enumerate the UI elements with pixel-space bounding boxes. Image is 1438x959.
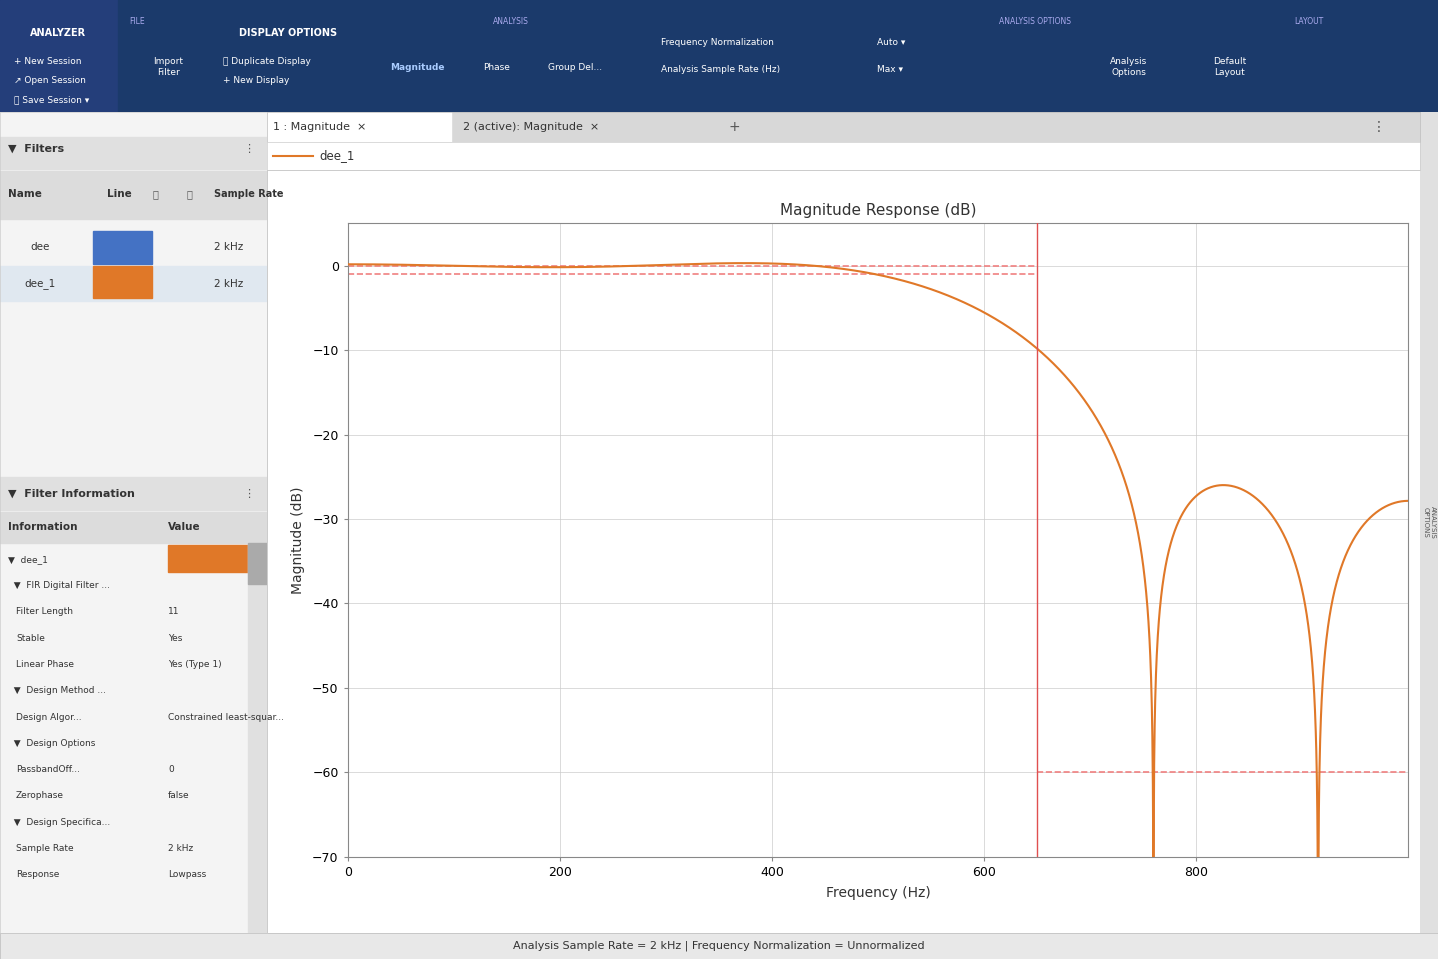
Text: Filter Length: Filter Length xyxy=(16,607,73,617)
Text: Stable: Stable xyxy=(16,634,45,643)
Text: 0: 0 xyxy=(168,765,174,774)
Text: Magnitude: Magnitude xyxy=(390,62,444,72)
Text: ⋮: ⋮ xyxy=(1372,120,1385,134)
Text: ▼  FIR Digital Filter ...: ▼ FIR Digital Filter ... xyxy=(9,581,111,590)
Bar xyxy=(0,136,267,170)
Text: Sample Rate: Sample Rate xyxy=(16,844,73,853)
Bar xyxy=(93,231,152,264)
Text: +: + xyxy=(728,120,739,134)
Text: ▼  Filters: ▼ Filters xyxy=(9,144,65,154)
Text: ⋮: ⋮ xyxy=(243,144,253,154)
Text: ANALYSIS: ANALYSIS xyxy=(493,17,528,26)
Text: Phase: Phase xyxy=(483,62,509,72)
Text: Response: Response xyxy=(16,870,59,879)
Text: 2 kHz: 2 kHz xyxy=(168,844,194,853)
Text: ▼  Design Specifica...: ▼ Design Specifica... xyxy=(9,818,111,827)
Text: Zerophase: Zerophase xyxy=(16,791,65,801)
Text: Design Algor...: Design Algor... xyxy=(16,713,82,721)
Text: Line: Line xyxy=(106,189,131,199)
Text: 11: 11 xyxy=(168,607,180,617)
Text: false: false xyxy=(168,791,190,801)
Text: Linear Phase: Linear Phase xyxy=(16,660,73,669)
Text: Information: Information xyxy=(9,523,78,532)
Text: Lowpass: Lowpass xyxy=(168,870,207,879)
Bar xyxy=(267,112,452,142)
Text: dee_1: dee_1 xyxy=(24,278,56,289)
Bar xyxy=(249,543,267,933)
Text: Analysis Sample Rate (Hz): Analysis Sample Rate (Hz) xyxy=(661,65,781,74)
Text: dee_1: dee_1 xyxy=(319,150,354,162)
Text: PassbandOff...: PassbandOff... xyxy=(16,765,81,774)
Text: Constrained least-squar...: Constrained least-squar... xyxy=(168,713,285,721)
Text: ▼  Design Method ...: ▼ Design Method ... xyxy=(9,687,106,695)
Text: Analysis Sample Rate = 2 kHz | Frequency Normalization = Unnormalized: Analysis Sample Rate = 2 kHz | Frequency… xyxy=(513,941,925,951)
Y-axis label: Magnitude (dB): Magnitude (dB) xyxy=(292,486,305,594)
Text: ⋮: ⋮ xyxy=(243,489,253,499)
Text: Import
Filter: Import Filter xyxy=(154,58,183,77)
Bar xyxy=(249,543,267,584)
Text: ↗ Open Session: ↗ Open Session xyxy=(14,76,86,85)
Text: FILE: FILE xyxy=(129,17,144,26)
Text: dee: dee xyxy=(30,243,50,252)
Text: ANALYSIS OPTIONS: ANALYSIS OPTIONS xyxy=(999,17,1071,26)
Text: 2 kHz: 2 kHz xyxy=(214,243,243,252)
Text: Analysis
Options: Analysis Options xyxy=(1110,58,1148,77)
Text: ▼  Filter Information: ▼ Filter Information xyxy=(9,489,135,499)
Text: + New Display: + New Display xyxy=(223,76,289,85)
Text: Sample Rate: Sample Rate xyxy=(214,189,283,199)
Text: Auto ▾: Auto ▾ xyxy=(877,38,906,47)
Text: Max ▾: Max ▾ xyxy=(877,65,903,74)
Text: Default
Layout: Default Layout xyxy=(1212,58,1247,77)
Text: LAYOUT: LAYOUT xyxy=(1294,17,1323,26)
Bar xyxy=(118,0,477,112)
Bar xyxy=(93,266,152,298)
Text: Name: Name xyxy=(9,189,42,199)
Text: Value: Value xyxy=(168,523,201,532)
Text: 📋: 📋 xyxy=(187,189,193,199)
Bar xyxy=(0,478,267,510)
X-axis label: Frequency (Hz): Frequency (Hz) xyxy=(825,886,930,900)
Bar xyxy=(168,546,249,572)
Bar xyxy=(0,171,267,219)
Title: Magnitude Response (dB): Magnitude Response (dB) xyxy=(779,203,976,218)
Text: DISPLAY OPTIONS: DISPLAY OPTIONS xyxy=(239,28,336,38)
Bar xyxy=(0,512,267,543)
Bar xyxy=(0,0,118,112)
Text: 2 kHz: 2 kHz xyxy=(214,278,243,289)
Text: ANALYZER: ANALYZER xyxy=(29,28,86,38)
Text: ANALYSIS
OPTIONS: ANALYSIS OPTIONS xyxy=(1422,506,1435,539)
Text: ▼  dee_1: ▼ dee_1 xyxy=(9,555,47,564)
Text: 2 (active): Magnitude  ×: 2 (active): Magnitude × xyxy=(463,122,600,132)
Text: 1 : Magnitude  ×: 1 : Magnitude × xyxy=(273,122,367,132)
Text: Yes (Type 1): Yes (Type 1) xyxy=(168,660,221,669)
Text: ▼  Design Options: ▼ Design Options xyxy=(9,738,95,748)
Text: ⧉ Duplicate Display: ⧉ Duplicate Display xyxy=(223,58,311,66)
Text: Group Del...: Group Del... xyxy=(548,62,603,72)
Text: 💾 Save Session ▾: 💾 Save Session ▾ xyxy=(14,95,89,105)
Text: 👁: 👁 xyxy=(152,189,158,199)
Bar xyxy=(0,267,267,301)
Text: + New Session: + New Session xyxy=(14,58,82,66)
Text: Yes: Yes xyxy=(168,634,183,643)
Text: Frequency Normalization: Frequency Normalization xyxy=(661,38,774,47)
